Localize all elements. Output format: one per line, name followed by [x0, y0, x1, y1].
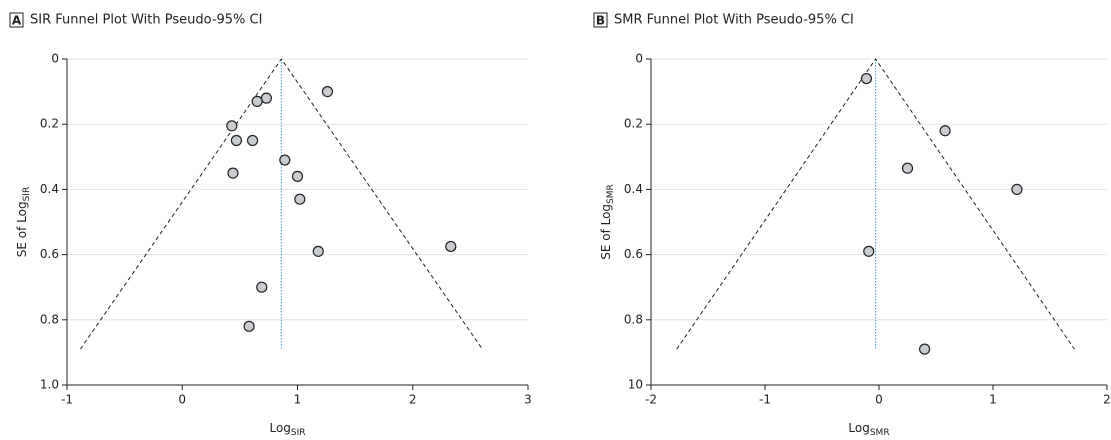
point	[246, 134, 259, 147]
x-axis-label-text: Log	[848, 421, 869, 435]
point	[291, 170, 304, 182]
x-tick-label: 3	[524, 393, 532, 407]
x-axis-label: LogSIR	[269, 421, 305, 438]
x-tick-label: 0	[875, 393, 883, 407]
panel-box	[593, 12, 608, 28]
point	[860, 72, 873, 85]
x-axis-label-text: Log	[269, 421, 290, 435]
point	[279, 154, 291, 166]
y-axis-label: SE of LogSMR	[599, 184, 616, 260]
x-tick-label: 0	[178, 393, 186, 407]
y-tick-label: 1.0	[40, 378, 59, 392]
x-axis-label-sub: SIR	[291, 428, 306, 438]
point	[918, 343, 931, 355]
point	[294, 193, 306, 205]
y-axis-label-sub: SMR	[606, 184, 616, 204]
y-tick-label: 0.6	[624, 247, 643, 261]
point	[939, 125, 951, 137]
y-tick-label: 0	[51, 52, 59, 66]
point	[445, 240, 457, 253]
point	[321, 85, 334, 98]
funnel	[676, 58, 1075, 350]
x-tick-label: 1	[294, 393, 302, 407]
x-tick-label: 1	[989, 393, 997, 407]
y-tick-label: 0.8	[40, 312, 59, 326]
point	[230, 134, 243, 147]
point	[863, 245, 875, 257]
y-tick-label: 10	[628, 378, 643, 392]
panel-label: B	[596, 14, 605, 28]
x-axis-label: LogSMR	[848, 421, 889, 438]
point	[226, 120, 238, 132]
point	[227, 167, 239, 179]
chart-title: SIR Funnel Plot With Pseudo-95% CI	[30, 13, 262, 28]
y-axis-label: SE of LogSIR	[15, 187, 32, 257]
x-tick-label: -1	[759, 393, 771, 407]
y-tick-label: 0.8	[624, 312, 643, 326]
y-tick-label: 0.4	[624, 182, 643, 196]
y-tick-label: 0.2	[624, 117, 643, 131]
y-tick-label: 0.4	[40, 182, 59, 196]
panel-label: A	[12, 14, 22, 28]
chart-title: SMR Funnel Plot With Pseudo-95% CI	[614, 13, 854, 28]
point	[251, 95, 263, 107]
x-axis-label-sub: SMR	[870, 428, 890, 438]
x-tick-label: -2	[645, 393, 657, 407]
point	[1011, 183, 1023, 195]
funnel	[79, 58, 483, 350]
point	[243, 320, 255, 332]
y-tick-label: 0	[635, 52, 643, 66]
y-tick-label: 0.6	[40, 247, 59, 261]
x-tick-label: -1	[61, 393, 73, 407]
x-tick-label: 2	[1103, 393, 1111, 407]
point	[901, 162, 914, 174]
point	[312, 245, 324, 257]
panel-box	[9, 12, 24, 28]
x-tick-label: 2	[409, 393, 417, 407]
y-axis-label-text: SE of Log	[15, 201, 29, 257]
point	[256, 281, 268, 293]
y-tick-label: 0.2	[40, 117, 59, 131]
y-axis-label-sub: SIR	[22, 187, 32, 202]
y-axis-label-text: SE of Log	[599, 204, 613, 260]
point	[260, 92, 272, 104]
